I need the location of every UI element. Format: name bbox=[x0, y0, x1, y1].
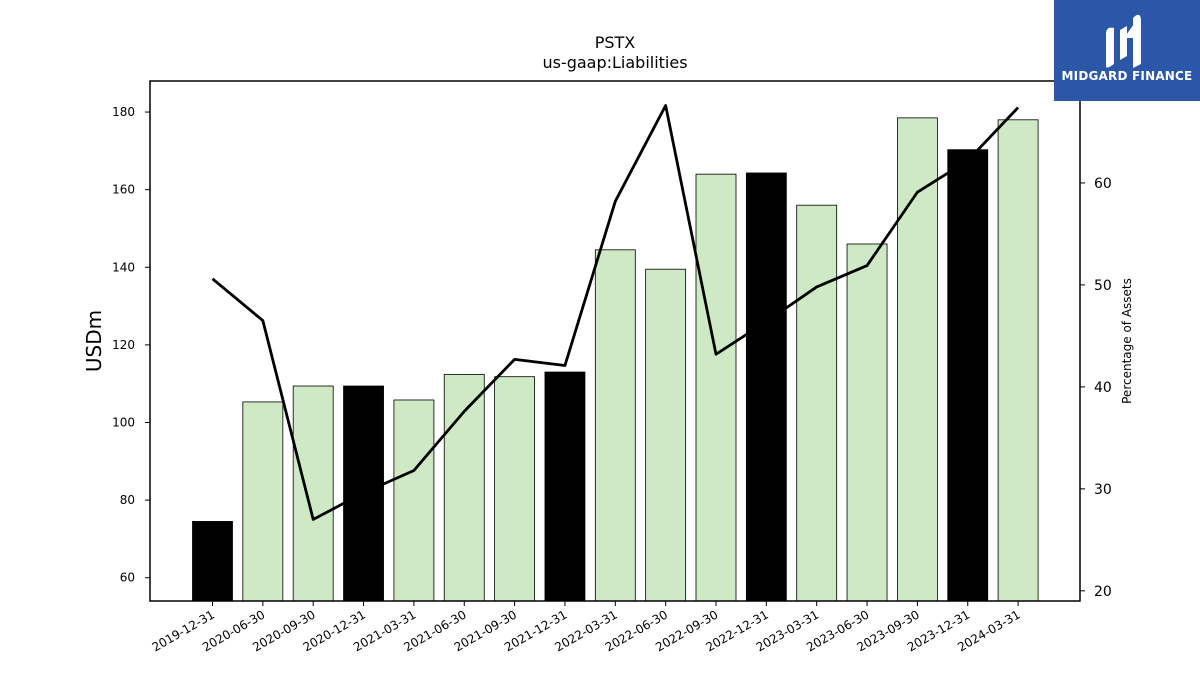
bar-2021-12-31 bbox=[544, 371, 586, 602]
bar-2021-03-31 bbox=[393, 399, 435, 602]
bar-2020-06-30 bbox=[242, 401, 284, 602]
chart-subtitle: us-gaap:Liabilities bbox=[542, 53, 687, 72]
chart-title: PSTX bbox=[595, 33, 636, 52]
percentage-line bbox=[211, 104, 1020, 521]
bar-2022-03-31 bbox=[594, 249, 636, 602]
y-tick-label: 120 bbox=[112, 338, 135, 352]
midgard-logo-icon bbox=[1106, 14, 1141, 69]
y2-axis-label: Percentage of Assets bbox=[1120, 278, 1134, 404]
y-tick-label: 160 bbox=[112, 183, 135, 197]
bar-2024-03-31 bbox=[997, 119, 1039, 602]
y-tick-label: 80 bbox=[120, 493, 135, 507]
y-axis-label: USDm bbox=[82, 310, 106, 372]
bar-2023-09-30 bbox=[897, 117, 938, 602]
y2-tick-label: 20 bbox=[1094, 584, 1112, 600]
y2-tick-label: 40 bbox=[1094, 380, 1112, 396]
bar-2023-12-31 bbox=[947, 149, 989, 602]
bar-2022-09-30 bbox=[695, 173, 737, 602]
bar-2021-09-30 bbox=[494, 376, 536, 602]
bar-2022-12-31 bbox=[745, 172, 787, 602]
y-tick-label: 140 bbox=[112, 260, 135, 274]
y2-tick-label: 50 bbox=[1094, 278, 1112, 294]
bar-2023-03-31 bbox=[796, 204, 838, 602]
bar-2021-06-30 bbox=[443, 373, 485, 602]
bar-2020-09-30 bbox=[292, 385, 334, 602]
y-tick-label: 60 bbox=[120, 571, 135, 585]
y2-tick-label: 30 bbox=[1094, 482, 1112, 498]
bar-2023-06-30 bbox=[846, 243, 888, 602]
brand-logo: MIDGARD FINANCE bbox=[1054, 0, 1200, 101]
y-tick-label: 180 bbox=[112, 105, 135, 119]
y-tick-label: 100 bbox=[112, 415, 135, 429]
brand-name: MIDGARD FINANCE bbox=[1061, 69, 1193, 83]
y2-tick-label: 60 bbox=[1094, 176, 1112, 192]
bar-2019-12-31 bbox=[192, 521, 233, 602]
bar-2022-06-30 bbox=[645, 268, 687, 602]
